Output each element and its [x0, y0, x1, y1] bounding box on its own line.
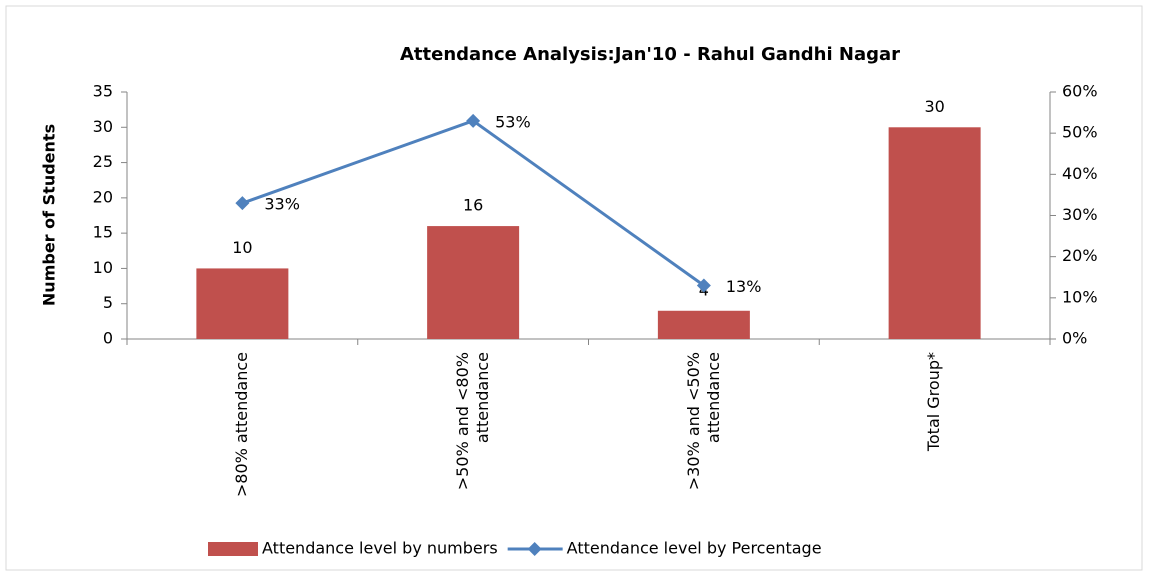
bar	[427, 226, 520, 339]
line-marker	[696, 278, 711, 293]
legend-swatch	[208, 542, 258, 556]
bar	[888, 127, 981, 340]
y2-tick-label: 10%	[1062, 287, 1098, 306]
x-tick-label: >30% and <50%attendance	[683, 352, 722, 490]
x-tick-label: >80% attendance	[232, 352, 251, 497]
y2-tick-label: 0%	[1062, 329, 1087, 348]
y2-tick-label: 30%	[1062, 205, 1098, 224]
y-axis-label: Number of Students	[40, 124, 59, 306]
y-tick-label: 20	[93, 187, 113, 206]
line-value-label: 13%	[726, 277, 762, 296]
x-tick-label: >50% and <80%attendance	[453, 352, 492, 490]
legend-label: Attendance level by Percentage	[567, 539, 822, 558]
bar	[657, 310, 750, 339]
bar-value-label: 16	[463, 196, 483, 215]
legend-label: Attendance level by numbers	[262, 539, 498, 558]
line-value-label: 53%	[495, 112, 531, 131]
x-tick-label: Total Group*	[924, 352, 943, 452]
legend-marker	[527, 542, 542, 556]
bar-value-label: 30	[924, 97, 944, 116]
line-marker	[235, 196, 250, 211]
y2-tick-label: 60%	[1062, 82, 1098, 101]
y-tick-label: 35	[93, 82, 113, 101]
y-tick-label: 5	[103, 293, 113, 312]
line-value-label: 33%	[264, 195, 300, 214]
y2-tick-label: 50%	[1062, 123, 1098, 142]
y-tick-label: 15	[93, 223, 113, 242]
y-tick-label: 25	[93, 152, 113, 171]
y-tick-label: 0	[103, 329, 113, 348]
y-tick-label: 10	[93, 258, 113, 277]
bar-value-label: 10	[232, 238, 252, 257]
y-tick-label: 30	[93, 117, 113, 136]
line-marker	[466, 113, 481, 128]
y2-tick-label: 20%	[1062, 246, 1098, 265]
chart-title: Attendance Analysis:Jan'10 - Rahul Gandh…	[400, 44, 900, 65]
bar	[196, 268, 289, 339]
y2-tick-label: 40%	[1062, 164, 1098, 183]
